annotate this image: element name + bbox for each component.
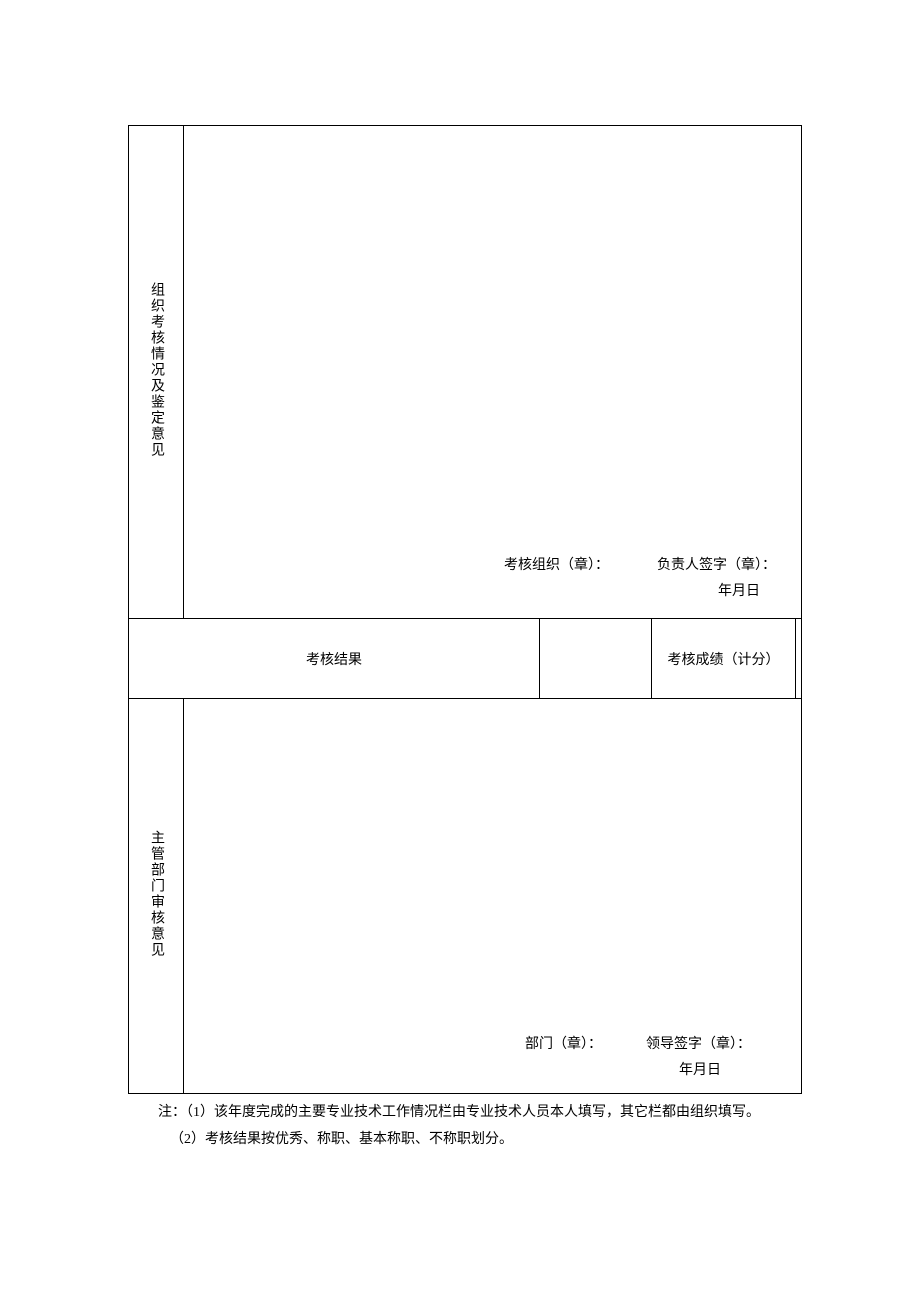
row-dept-review: 主管部门审核意见 部门（章）： 领导签字（章）： 年月日 [129, 699, 802, 1094]
row-result: 考核结果 考核成绩（计分） [129, 619, 802, 699]
row-org-evaluation: 组织考核情况及鉴定意见 考核组织（章）： 负责人签字（章）： 年月日 [129, 126, 802, 619]
note-1-text: （1）该年度完成的主要专业技术工作情况栏由专业技术人员本人填写，其它栏都由组织填… [186, 1105, 760, 1120]
cell-result-label: 考核结果 [129, 619, 540, 699]
label-org-date: 年月日 [504, 579, 776, 606]
label-dept-leader-sign: 领导签字（章）： [646, 1032, 751, 1059]
signature-line-dept-top: 部门（章）： 领导签字（章）： [525, 1032, 751, 1059]
signature-block-dept: 部门（章）： 领导签字（章）： 年月日 [525, 1032, 751, 1085]
label-dept-date: 年月日 [525, 1058, 751, 1085]
signature-line-org-top: 考核组织（章）： 负责人签字（章）： [504, 553, 776, 580]
cell-dept-review-label: 主管部门审核意见 [129, 699, 184, 1094]
label-leader-sign: 负责人签字（章）： [657, 553, 776, 580]
cell-score-label: 考核成绩（计分） [651, 619, 795, 699]
note-prefix: 注： [158, 1105, 186, 1120]
cell-org-eval-content: 考核组织（章）： 负责人签字（章）： 年月日 [184, 126, 802, 619]
label-dept-review: 主管部门审核意见 [146, 830, 166, 958]
notes-section: 注：（1）该年度完成的主要专业技术工作情况栏由专业技术人员本人填写，其它栏都由组… [128, 1100, 802, 1153]
label-org-eval: 组织考核情况及鉴定意见 [146, 282, 166, 458]
cell-result-value [539, 619, 651, 699]
label-org-seal: 考核组织（章）： [504, 553, 609, 580]
evaluation-form-table: 组织考核情况及鉴定意见 考核组织（章）： 负责人签字（章）： 年月日 考核结果 … [128, 125, 802, 1094]
signature-block-org: 考核组织（章）： 负责人签字（章）： 年月日 [504, 553, 776, 606]
cell-org-eval-label: 组织考核情况及鉴定意见 [129, 126, 184, 619]
note-line-1: 注：（1）该年度完成的主要专业技术工作情况栏由专业技术人员本人填写，其它栏都由组… [158, 1100, 802, 1127]
cell-dept-review-content: 部门（章）： 领导签字（章）： 年月日 [184, 699, 802, 1094]
cell-score-value [795, 619, 801, 699]
note-line-2: （2）考核结果按优秀、称职、基本称职、不称职划分。 [158, 1127, 802, 1154]
label-dept-seal: 部门（章）： [525, 1032, 602, 1059]
